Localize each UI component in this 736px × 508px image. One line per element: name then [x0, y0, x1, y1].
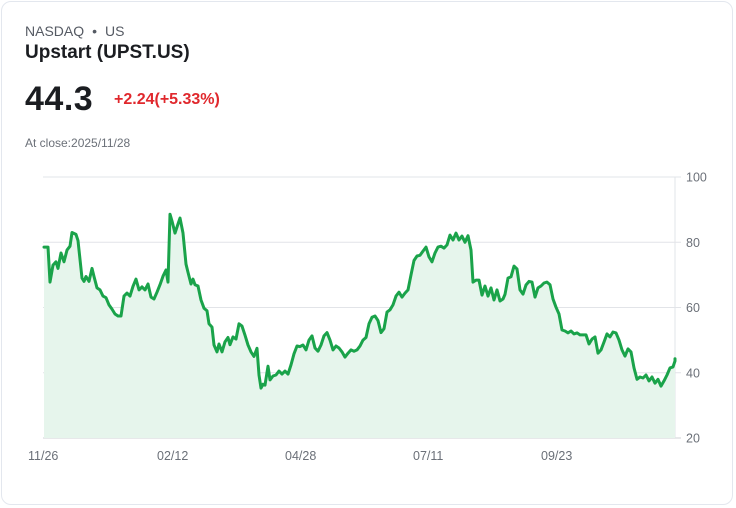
- price-line: [42, 212, 677, 390]
- x-tick-label: 09/23: [541, 449, 572, 463]
- y-axis-labels: 100 80 60 40 20: [686, 171, 707, 446]
- y-tick-label: 80: [686, 236, 700, 250]
- price-area: [44, 214, 675, 438]
- y-tick-label: 40: [686, 366, 700, 380]
- x-tick-label: 04/28: [285, 449, 316, 463]
- close-timestamp: At close:2025/11/28: [25, 136, 131, 150]
- exchange-name: NASDAQ: [25, 23, 85, 39]
- separator-dot: •: [92, 23, 98, 39]
- x-tick-label: 02/12: [157, 449, 188, 463]
- x-tick-label: 07/11: [413, 449, 443, 463]
- y-tick-label: 20: [686, 432, 700, 446]
- x-axis-labels: 11/26 02/12 04/28 07/11 09/23: [28, 449, 572, 463]
- x-tick-label: 11/26: [28, 449, 58, 463]
- exchange-line: NASDAQ • US: [25, 23, 124, 39]
- y-tick-label: 60: [686, 301, 700, 315]
- stock-title: Upstart (UPST.US): [25, 42, 190, 63]
- y-tick-label: 100: [686, 171, 707, 185]
- market-name: US: [105, 23, 125, 39]
- price-change: +2.24(+5.33%): [114, 91, 220, 108]
- stock-price: 44.3: [25, 80, 94, 118]
